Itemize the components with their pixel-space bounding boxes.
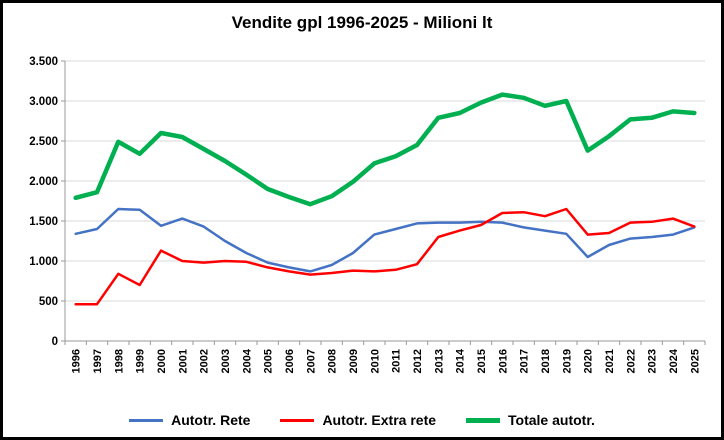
legend-swatch-red-line bbox=[280, 418, 315, 422]
x-tick-label: 2006 bbox=[284, 349, 296, 373]
x-tick-label: 2021 bbox=[604, 349, 616, 373]
x-tick-label: 2011 bbox=[391, 349, 403, 373]
chart-title: Vendite gpl 1996-2025 - Milioni lt bbox=[231, 13, 493, 32]
x-tick-label: 2020 bbox=[583, 349, 595, 373]
y-tick-label: 0 bbox=[52, 336, 58, 348]
x-tick-label: 2019 bbox=[561, 349, 573, 373]
y-tick-label: 2.000 bbox=[29, 176, 58, 188]
x-tick-label: 2018 bbox=[540, 349, 552, 373]
y-tick-label: 3.500 bbox=[29, 56, 58, 68]
series-line-autotr-extra-rete bbox=[74, 207, 696, 306]
legend-item-autotr-rete: Autotr. Rete bbox=[129, 412, 250, 428]
x-tick-label: 2001 bbox=[177, 349, 189, 373]
x-tick-label: 2016 bbox=[497, 349, 509, 373]
x-tick-label: 2014 bbox=[455, 348, 467, 373]
x-tick-label: 1999 bbox=[135, 349, 147, 373]
x-tick-label: 2000 bbox=[156, 349, 168, 373]
x-tick-label: 2009 bbox=[348, 349, 360, 373]
x-tick-label: 2015 bbox=[476, 349, 488, 373]
x-tick-label: 2005 bbox=[263, 349, 275, 373]
x-tick-label: 2022 bbox=[625, 349, 637, 373]
x-tick-label: 2012 bbox=[412, 349, 424, 373]
legend-label-autotr-extra-rete: Autotr. Extra rete bbox=[322, 412, 437, 428]
x-tick-label: 2017 bbox=[519, 349, 531, 373]
x-tick-label: 2004 bbox=[241, 348, 253, 373]
x-tick-label: 2003 bbox=[220, 349, 232, 373]
chart-legend: Autotr. Rete Autotr. Extra rete Totale a… bbox=[3, 412, 721, 428]
series-line-autotr-rete bbox=[74, 207, 696, 273]
legend-swatch-blue-line bbox=[129, 418, 164, 422]
legend-item-autotr-extra-rete: Autotr. Extra rete bbox=[280, 412, 436, 428]
line-chart-plot-area: 0 500 1.000 1.500 2.000 2.500 3.000 3.500 1996 19… bbox=[29, 56, 706, 373]
legend-label-autotr-rete: Autotr. Rete bbox=[171, 412, 251, 428]
x-tick-label: 2023 bbox=[647, 349, 659, 373]
x-tick-label: 2007 bbox=[305, 349, 317, 373]
y-tick-label: 3.000 bbox=[29, 96, 58, 108]
x-tick-label: 1997 bbox=[92, 349, 104, 373]
x-tick-label: 1998 bbox=[113, 349, 125, 373]
y-tick-label: 2.500 bbox=[29, 136, 58, 148]
y-tick-label: 1.500 bbox=[29, 216, 58, 228]
x-tick-label: 2013 bbox=[433, 349, 445, 373]
legend-label-totale-autotr: Totale autotr. bbox=[508, 412, 595, 428]
legend-item-totale-autotr: Totale autotr. bbox=[466, 412, 595, 428]
x-tick-label: 2002 bbox=[199, 349, 211, 373]
x-tick-label: 2008 bbox=[327, 349, 339, 373]
y-tick-label: 500 bbox=[39, 296, 58, 308]
x-tick-label: 2025 bbox=[689, 349, 701, 373]
x-tick-label: 2010 bbox=[369, 349, 381, 373]
x-tick-label: 2024 bbox=[668, 348, 680, 373]
x-tick-label: 1996 bbox=[71, 349, 83, 373]
y-tick-label: 1.000 bbox=[29, 256, 58, 268]
legend-swatch-green-line bbox=[466, 417, 501, 423]
series-line-totale-autotr- bbox=[73, 92, 697, 207]
